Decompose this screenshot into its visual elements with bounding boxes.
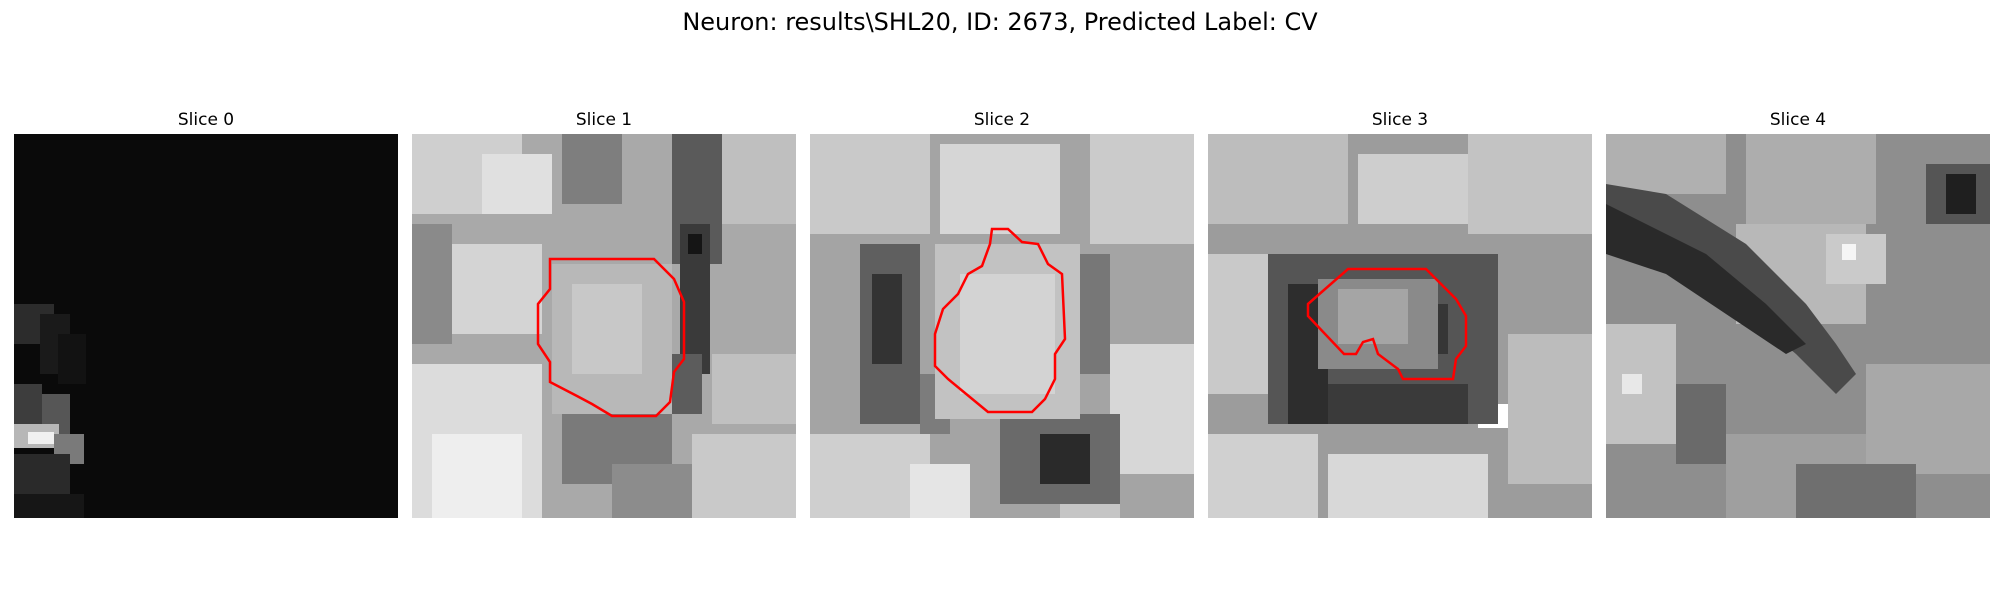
predicted-contour [933,227,1067,414]
slice-title: Slice 1 [575,110,633,130]
slice-image [412,134,796,518]
slice-title: Slice 2 [973,110,1031,130]
slice-panel-2: Slice 2 [810,110,1194,518]
slice-image [810,134,1194,518]
slice-panel-4: Slice 4 [1606,110,1990,518]
slice-title: Slice 4 [1769,110,1827,130]
slice-title: Slice 3 [1371,110,1429,130]
slice-image [14,134,398,518]
figure-title: Neuron: results\SHL20, ID: 2673, Predict… [682,8,1318,36]
slice-panel-3: Slice 3 [1208,110,1592,518]
slice-panel-0: Slice 0 [14,110,398,518]
predicted-contour [536,257,686,418]
slice-image [1606,134,1990,518]
slice-title: Slice 0 [177,110,235,130]
slice-image [1208,134,1592,518]
predicted-contour [1306,267,1468,381]
slice-panel-1: Slice 1 [412,110,796,518]
